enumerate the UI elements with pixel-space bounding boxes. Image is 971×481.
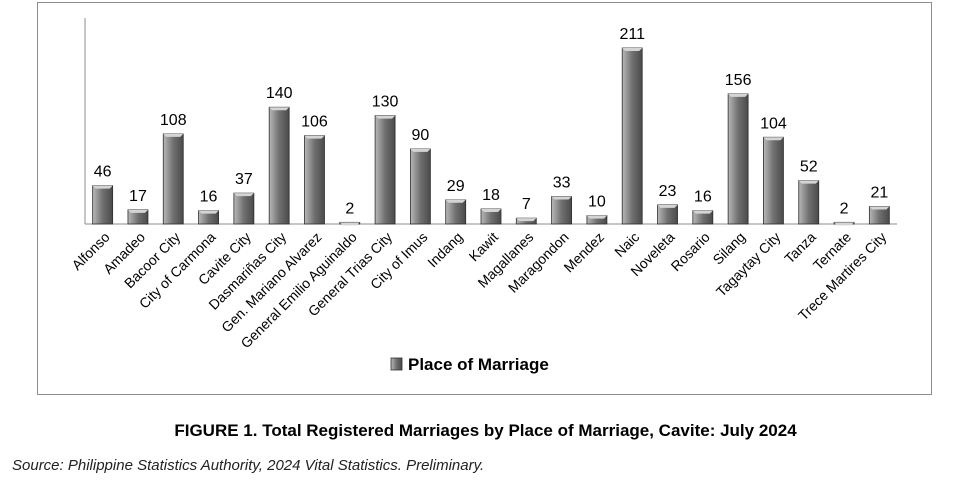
figure-caption: FIGURE 1. Total Registered Marriages by …: [174, 421, 797, 440]
x-tick-label: Indang: [424, 229, 466, 271]
bar-bevel: [586, 215, 607, 219]
legend-swatch: [390, 357, 403, 371]
bar: [551, 196, 573, 225]
data-label: 211: [619, 26, 645, 43]
bar: [515, 217, 537, 225]
bar-face: [233, 192, 255, 225]
x-tick-label: Rosario: [668, 229, 714, 275]
bar-face: [92, 185, 114, 225]
bar-bevel: [798, 180, 819, 184]
bar-bevel: [481, 208, 501, 212]
bar-bevel: [410, 148, 431, 152]
data-label: 156: [725, 72, 752, 89]
bar-bevel: [657, 204, 678, 208]
bar: [127, 209, 149, 225]
bar-bevel: [304, 135, 325, 139]
bar-bevel: [127, 209, 148, 213]
bar-bevel: [622, 48, 643, 51]
bar-bevel: [763, 137, 784, 141]
bar-bevel: [728, 93, 749, 97]
bar: [304, 135, 325, 225]
data-label: 37: [235, 171, 253, 188]
data-label: 2: [840, 200, 849, 217]
bar-face: [409, 148, 431, 225]
bar: [798, 180, 820, 225]
data-label: 7: [522, 196, 531, 213]
bar-bevel: [516, 218, 537, 222]
bar-bevel: [339, 222, 360, 226]
bar: [657, 204, 678, 225]
data-label: 33: [553, 174, 571, 191]
bar: [374, 115, 396, 225]
data-label: 90: [411, 127, 429, 144]
bar: [445, 199, 467, 225]
data-label: 104: [760, 115, 787, 132]
data-label: 16: [200, 189, 218, 206]
data-label: 17: [129, 188, 147, 205]
bar-face: [268, 106, 290, 225]
bar-bevel: [445, 199, 466, 203]
bar: [586, 215, 608, 225]
bar: [621, 47, 643, 225]
data-label: 16: [694, 189, 712, 206]
bar-bevel: [551, 196, 572, 200]
data-label: 23: [659, 183, 677, 200]
bar-bevel: [375, 115, 396, 119]
bar: [92, 185, 114, 225]
bar-face: [445, 199, 467, 225]
data-label: 52: [800, 159, 818, 176]
bar-face: [304, 135, 325, 225]
bar-bevel: [834, 222, 855, 226]
bar: [162, 133, 184, 225]
source-note: Source: Philippine Statistics Authority,…: [12, 457, 485, 474]
data-label: 46: [94, 164, 112, 181]
bar: [833, 221, 855, 226]
bar-bevel: [869, 206, 890, 210]
bar: [268, 106, 290, 225]
bar: [480, 208, 502, 225]
bar-chart: 46 17 108 16 37 140 106 2 130 90 29 18 7 33 10 211 23 16 1…: [68, 18, 897, 374]
bar: [763, 136, 784, 225]
data-label: 10: [588, 194, 606, 211]
bar-bevel: [92, 185, 113, 189]
data-label: 108: [160, 112, 187, 129]
data-label: 2: [345, 200, 354, 217]
bar-bevel: [233, 193, 254, 197]
bar-bevel: [163, 133, 184, 137]
bar-face: [763, 136, 784, 225]
data-label: 140: [266, 85, 293, 102]
bar: [727, 93, 749, 225]
bar-face: [551, 196, 573, 225]
bar-face: [374, 115, 396, 225]
data-label: 21: [870, 184, 888, 201]
bar-bevel: [269, 107, 290, 111]
legend-label: Place of Marriage: [408, 355, 549, 374]
bar: [409, 148, 431, 225]
data-label: 130: [372, 94, 399, 111]
x-tick-label: Mendez: [560, 229, 607, 276]
bar-face: [621, 47, 643, 225]
bar: [198, 210, 219, 225]
bar-bevel: [692, 210, 713, 214]
legend: Place of Marriage: [390, 355, 549, 374]
data-label: 29: [447, 178, 465, 195]
bar-face: [727, 93, 749, 225]
data-label: 18: [482, 187, 500, 204]
bar: [692, 210, 714, 225]
data-label: 106: [301, 114, 328, 131]
bar-face: [162, 133, 184, 225]
bar: [233, 192, 255, 225]
bar: [868, 206, 890, 225]
bar-bevel: [198, 210, 219, 214]
x-tick-label: Naic: [611, 229, 642, 260]
bar-face: [798, 180, 820, 225]
bar: [339, 221, 361, 226]
